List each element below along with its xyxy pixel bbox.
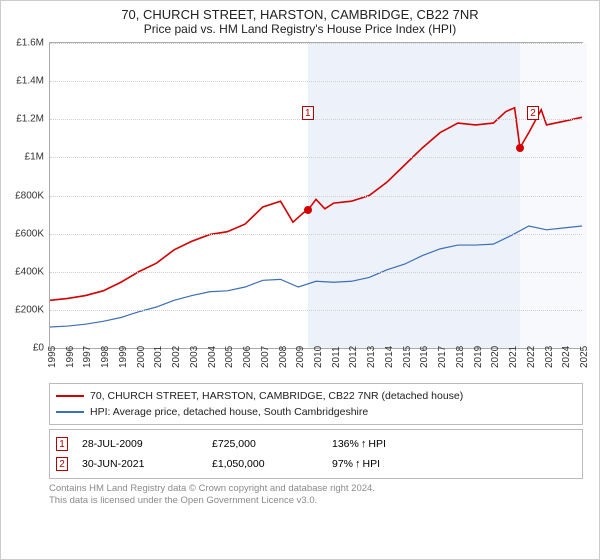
y-tick-label: £1.2M — [16, 114, 44, 125]
x-tick-label: 2018 — [455, 346, 466, 368]
legend-row: HPI: Average price, detached house, Sout… — [56, 404, 576, 420]
x-tick-label: 2002 — [171, 346, 182, 368]
x-tick-label: 2006 — [242, 346, 253, 368]
sales-table: 1 28-JUL-2009£725,000136% ↑ HPI 2 30-JUN-20… — [49, 429, 583, 479]
x-tick-label: 2014 — [384, 346, 395, 368]
footer-attribution: Contains HM Land Registry data © Crown c… — [49, 483, 583, 507]
sale-date: 30-JUN-2021 — [82, 454, 212, 474]
y-tick-label: £1M — [25, 152, 44, 163]
x-tick-label: 2022 — [526, 346, 537, 368]
footer-line-2: This data is licensed under the Open Gov… — [49, 495, 583, 507]
up-arrow-icon: ↑ — [361, 434, 367, 454]
x-tick-label: 2005 — [224, 346, 235, 368]
legend-swatch — [56, 411, 84, 413]
legend-row: 70, CHURCH STREET, HARSTON, CAMBRIDGE, C… — [56, 388, 576, 404]
y-tick-label: £0 — [33, 343, 44, 354]
x-tick-label: 2020 — [490, 346, 501, 368]
sale-marker-1: 1 — [302, 106, 314, 120]
sale-hpi-pct: 136% ↑ HPI — [332, 434, 442, 454]
legend: 70, CHURCH STREET, HARSTON, CAMBRIDGE, C… — [49, 383, 583, 425]
x-tick-label: 2004 — [207, 346, 218, 368]
x-tick-label: 2015 — [402, 346, 413, 368]
plot-area: £0£200K£400K£600K£800K£1M£1.2M£1.4M£1.6M… — [49, 42, 583, 349]
up-arrow-icon: ↑ — [355, 454, 361, 474]
y-tick-label: £400K — [15, 266, 44, 277]
sale-row: 2 30-JUN-2021£1,050,00097% ↑ HPI — [56, 454, 576, 474]
x-tick-label: 1995 — [47, 346, 58, 368]
sale-dot-1 — [304, 206, 312, 214]
x-tick-label: 2024 — [561, 346, 572, 368]
x-tick-label: 2009 — [295, 346, 306, 368]
x-tick-label: 2003 — [189, 346, 200, 368]
price-chart: £0£200K£400K£600K£800K£1M£1.2M£1.4M£1.6M… — [49, 42, 583, 377]
sale-row-marker: 2 — [56, 457, 68, 471]
x-tick-label: 2013 — [366, 346, 377, 368]
x-tick-label: 2001 — [153, 346, 164, 368]
sale-marker-2: 2 — [527, 106, 539, 120]
sale-price: £1,050,000 — [212, 454, 332, 474]
sale-price: £725,000 — [212, 434, 332, 454]
y-tick-label: £800K — [15, 190, 44, 201]
sale-hpi-pct: 97% ↑ HPI — [332, 454, 442, 474]
legend-swatch — [56, 395, 84, 397]
y-tick-label: £1.4M — [16, 76, 44, 87]
x-tick-label: 2023 — [544, 346, 555, 368]
x-tick-label: 2021 — [508, 346, 519, 368]
sale-date: 28-JUL-2009 — [82, 434, 212, 454]
legend-label: HPI: Average price, detached house, Sout… — [90, 404, 368, 420]
x-tick-label: 1998 — [100, 346, 111, 368]
x-tick-label: 2012 — [348, 346, 359, 368]
sale-row-marker: 1 — [56, 437, 68, 451]
sale-row: 1 28-JUL-2009£725,000136% ↑ HPI — [56, 434, 576, 454]
x-tick-label: 2008 — [278, 346, 289, 368]
page-subtitle: Price paid vs. HM Land Registry's House … — [11, 22, 589, 36]
y-tick-label: £1.6M — [16, 38, 44, 49]
x-tick-label: 2010 — [313, 346, 324, 368]
footer-line-1: Contains HM Land Registry data © Crown c… — [49, 483, 583, 495]
x-tick-label: 2017 — [437, 346, 448, 368]
x-tick-label: 2011 — [331, 346, 342, 368]
y-tick-label: £200K — [15, 304, 44, 315]
x-tick-label: 1999 — [118, 346, 129, 368]
sale-dot-2 — [516, 144, 524, 152]
x-tick-label: 1996 — [65, 346, 76, 368]
x-tick-label: 2025 — [579, 346, 590, 368]
x-tick-label: 2019 — [473, 346, 484, 368]
x-tick-label: 1997 — [82, 346, 93, 368]
x-tick-label: 2016 — [419, 346, 430, 368]
page-title: 70, CHURCH STREET, HARSTON, CAMBRIDGE, C… — [11, 7, 589, 22]
x-tick-label: 2007 — [260, 346, 271, 368]
legend-label: 70, CHURCH STREET, HARSTON, CAMBRIDGE, C… — [90, 388, 463, 404]
y-tick-label: £600K — [15, 228, 44, 239]
x-tick-label: 2000 — [136, 346, 147, 368]
